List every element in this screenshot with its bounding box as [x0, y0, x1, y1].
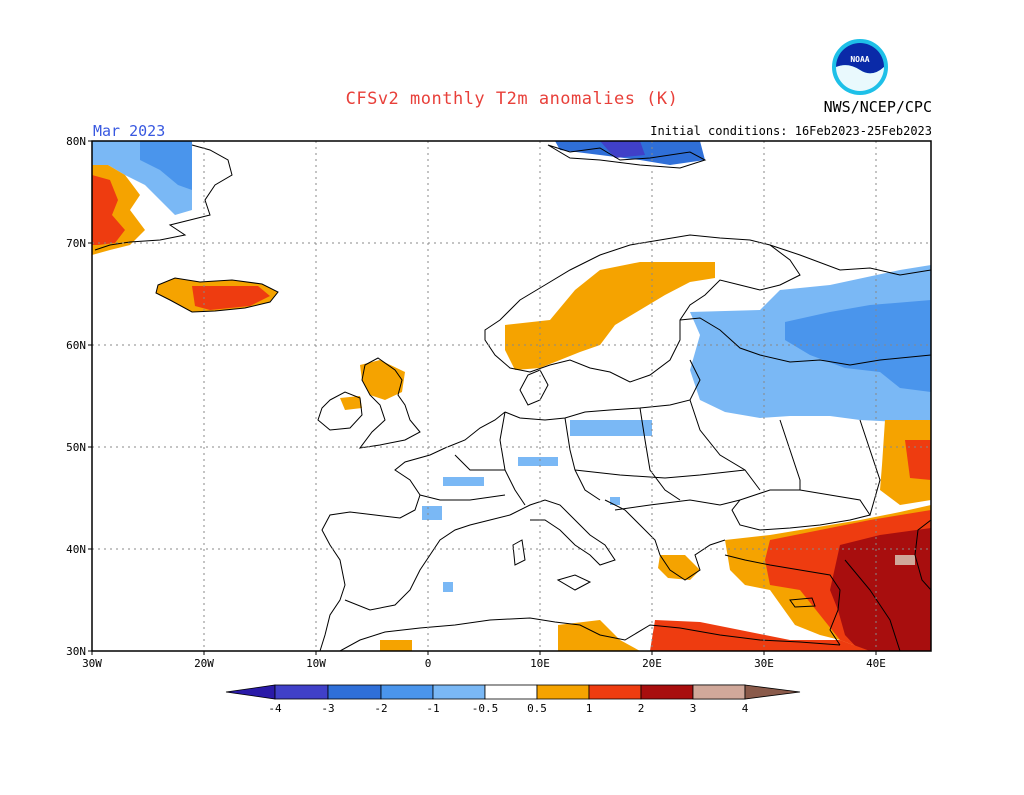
colorbar-segment — [432, 684, 486, 700]
lon-label: 30E — [754, 657, 774, 670]
colorbar-segment — [536, 684, 590, 700]
lon-label: 20E — [642, 657, 662, 670]
lon-tick-labels: 30W 20W 10W 0 10E 20E 30E 40E — [82, 657, 886, 670]
lat-label: 30N — [66, 645, 86, 658]
colorbar-segment — [380, 684, 434, 700]
lat-tick-labels: 80N 70N 60N 50N 40N 30N — [66, 135, 86, 658]
colorbar-labels: -4 -3 -2 -1 -0.5 0.5 1 2 3 4 — [268, 702, 748, 715]
colorbar-label: -1 — [426, 702, 439, 715]
lon-label: 10E — [530, 657, 550, 670]
lon-axis — [91, 651, 877, 655]
lon-label: 20W — [194, 657, 214, 670]
lat-label: 50N — [66, 441, 86, 454]
lon-label: 0 — [425, 657, 432, 670]
noaa-logo: NOAA — [830, 37, 890, 97]
coastlines — [94, 144, 931, 651]
forecast-month: Mar 2023 — [93, 122, 165, 140]
noaa-logo-text: NOAA — [850, 55, 869, 64]
lon-label: 10W — [306, 657, 326, 670]
colorbar-label: -3 — [321, 702, 334, 715]
colorbar-arrow-low — [225, 684, 276, 700]
agency-label: NWS/NCEP/CPC — [824, 98, 932, 116]
colorbar-label: -0.5 — [472, 702, 499, 715]
colorbar-label: -2 — [374, 702, 387, 715]
anomaly-fields — [92, 141, 931, 651]
graticule — [92, 141, 931, 651]
colorbar-segment — [588, 684, 642, 700]
colorbar-label: 4 — [742, 702, 749, 715]
map-panel — [92, 141, 931, 651]
initial-conditions: Initial conditions: 16Feb2023-25Feb2023 — [650, 124, 932, 138]
colorbar-segment — [640, 684, 694, 700]
colorbar-segment — [484, 684, 538, 700]
lon-label: 30W — [82, 657, 102, 670]
colorbar-segment — [274, 684, 329, 700]
map-frame — [91, 140, 932, 652]
colorbar-label: 0.5 — [527, 702, 547, 715]
colorbar-segment — [327, 684, 382, 700]
colorbar-label: 1 — [586, 702, 593, 715]
lat-label: 80N — [66, 135, 86, 148]
lon-label: 40E — [866, 657, 886, 670]
colorbar-label: -4 — [268, 702, 282, 715]
chart-title: CFSv2 monthly T2m anomalies (K) — [346, 89, 679, 109]
lat-label: 70N — [66, 237, 86, 250]
colorbar-label: 3 — [690, 702, 697, 715]
colorbar-label: 2 — [638, 702, 645, 715]
colorbar — [225, 684, 801, 700]
colorbar-segment — [692, 684, 746, 700]
lat-label: 60N — [66, 339, 86, 352]
lat-axis — [88, 140, 92, 652]
lat-label: 40N — [66, 543, 86, 556]
colorbar-arrow-high — [744, 684, 801, 700]
